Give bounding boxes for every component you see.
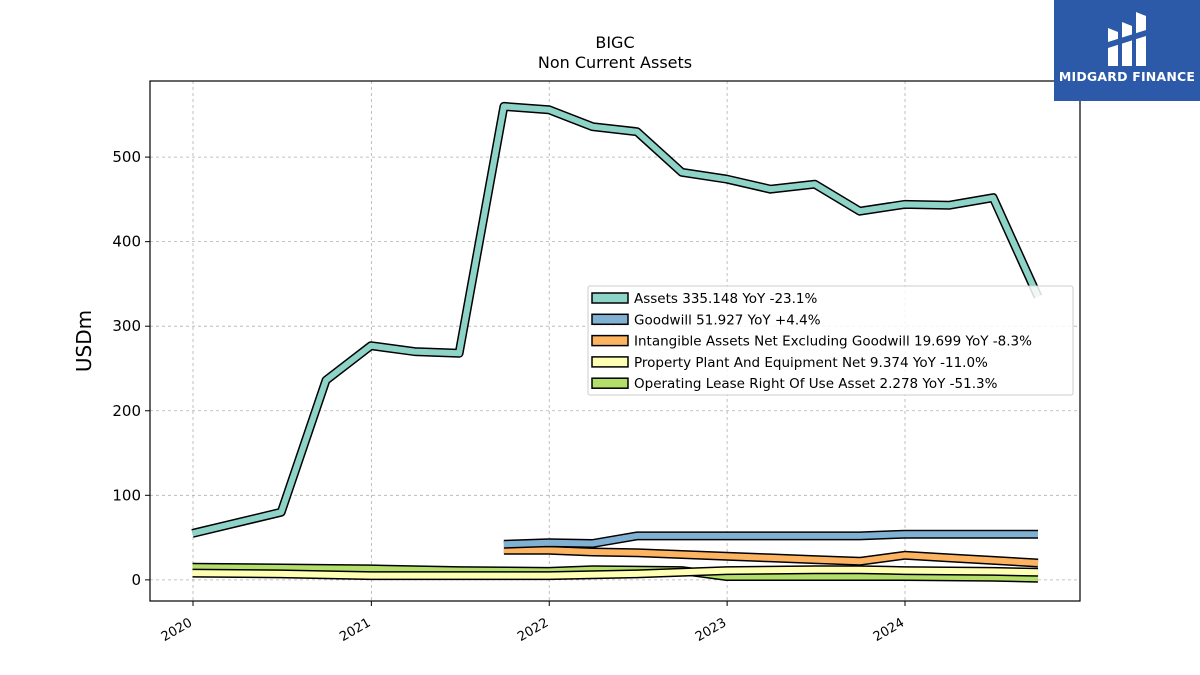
legend-label: Intangible Assets Net Excluding Goodwill… — [634, 334, 1032, 350]
legend-swatch — [591, 292, 629, 304]
y-axis-label: USDm — [72, 310, 96, 372]
x-tick-label: 2021 — [337, 615, 373, 645]
brand-logo: MIDGARD FINANCE — [1054, 0, 1200, 101]
chart-subtitle: Non Current Assets — [538, 53, 692, 72]
series-line — [192, 566, 1039, 579]
legend-label: Goodwill 51.927 YoY +4.4% — [634, 312, 821, 328]
y-tick-label: 400 — [112, 233, 141, 251]
y-tick-label: 200 — [112, 402, 141, 420]
plot-series — [191, 101, 1043, 583]
series-line — [503, 547, 1039, 566]
y-tick-label: 100 — [112, 486, 141, 504]
brand-mark-icon — [1108, 12, 1146, 66]
legend-label: Operating Lease Right Of Use Asset 2.278… — [634, 376, 998, 392]
y-tick-label: 0 — [131, 571, 141, 589]
x-tick-label: 2024 — [871, 615, 907, 645]
legend-box — [587, 285, 1074, 396]
x-tick-label: 2023 — [693, 615, 729, 645]
x-tick-label: 2022 — [515, 615, 551, 645]
y-tick-label: 300 — [112, 317, 141, 335]
legend-swatch — [591, 377, 629, 389]
x-tick-label: 2020 — [159, 615, 195, 645]
legend: Assets 335.148 YoY -23.1% Goodwill 51.927… — [587, 285, 1074, 396]
legend-swatch — [591, 356, 629, 368]
series-line — [503, 531, 1038, 548]
y-tick-label: 500 — [112, 148, 141, 166]
brand-name: MIDGARD FINANCE — [1058, 69, 1196, 84]
plot-frame — [149, 80, 1081, 602]
legend-swatch — [591, 313, 629, 326]
legend-label: Assets 335.148 YoY -23.1% — [634, 291, 818, 307]
legend-label: Property Plant And Equipment Net 9.374 Y… — [634, 355, 988, 371]
series-line — [191, 103, 1041, 537]
chart-title: BIGC — [595, 33, 634, 52]
legend-swatch — [591, 334, 629, 347]
